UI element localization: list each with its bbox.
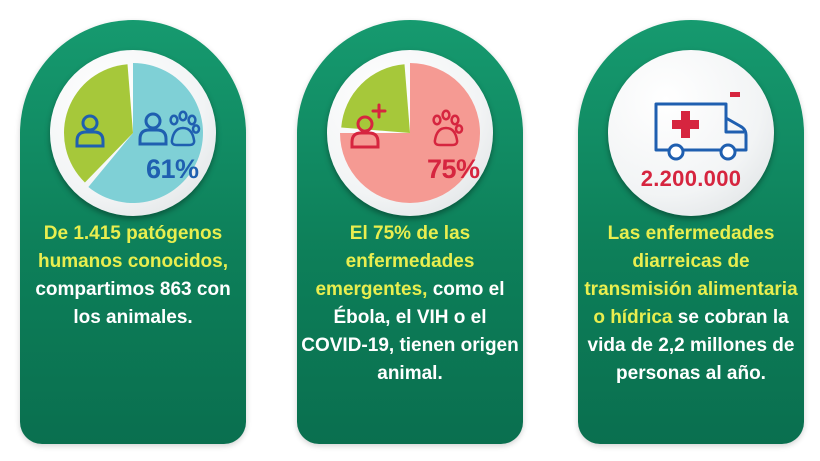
paw-icon	[169, 110, 201, 147]
body-text: como el Ébola, el VIH o el COVID-19, tie…	[301, 279, 519, 384]
person-icon	[138, 112, 168, 146]
paw-icon	[432, 109, 464, 147]
highlight-text: El 75% de las enfermedades emergentes,	[315, 223, 475, 300]
card-text: Las enfermedades diarreicas de transmisi…	[582, 220, 800, 388]
stat-percent: 61%	[146, 154, 199, 184]
ambulance-badge: 2.200.000	[608, 50, 774, 216]
pie-badge: 75%	[327, 50, 493, 216]
highlight-text: De 1.415 patógenos humanos conocidos,	[37, 223, 229, 272]
pie-slice-shared	[88, 63, 203, 203]
stat-number: 2.200.000	[640, 166, 742, 191]
body-text: compartimos 863 con los animales.	[35, 279, 231, 328]
card-shared-pathogens: 61% De 1.415 patógenos humanos conocidos…	[20, 20, 246, 444]
card-diarrheal-diseases: 2.200.000 Las enfermedades diarreicas de…	[578, 20, 804, 444]
card-text: El 75% de las enfermedades emergentes, c…	[301, 220, 519, 388]
body-text: se cobran la vida de 2,2 millones de per…	[587, 307, 795, 384]
highlight-text: Las enfermedades diarreicas de transmisi…	[584, 223, 798, 328]
card-emerging-diseases: 75% El 75% de las enfermedades emergente…	[297, 20, 523, 444]
medical-cross-icon	[672, 111, 699, 138]
ambulance-graphic	[654, 92, 748, 161]
pie-slice-rest	[64, 64, 133, 183]
pie-slice-rest	[341, 64, 410, 133]
ambulance-icon	[654, 92, 748, 161]
person-icon	[75, 114, 105, 148]
stat-percent: 75%	[427, 154, 480, 184]
share-pie-chart	[340, 63, 480, 203]
card-text: De 1.415 patógenos humanos conocidos, co…	[24, 220, 242, 332]
pie-badge: 61%	[50, 50, 216, 216]
sick-person-icon	[350, 103, 387, 149]
share-pie-chart	[64, 63, 203, 203]
